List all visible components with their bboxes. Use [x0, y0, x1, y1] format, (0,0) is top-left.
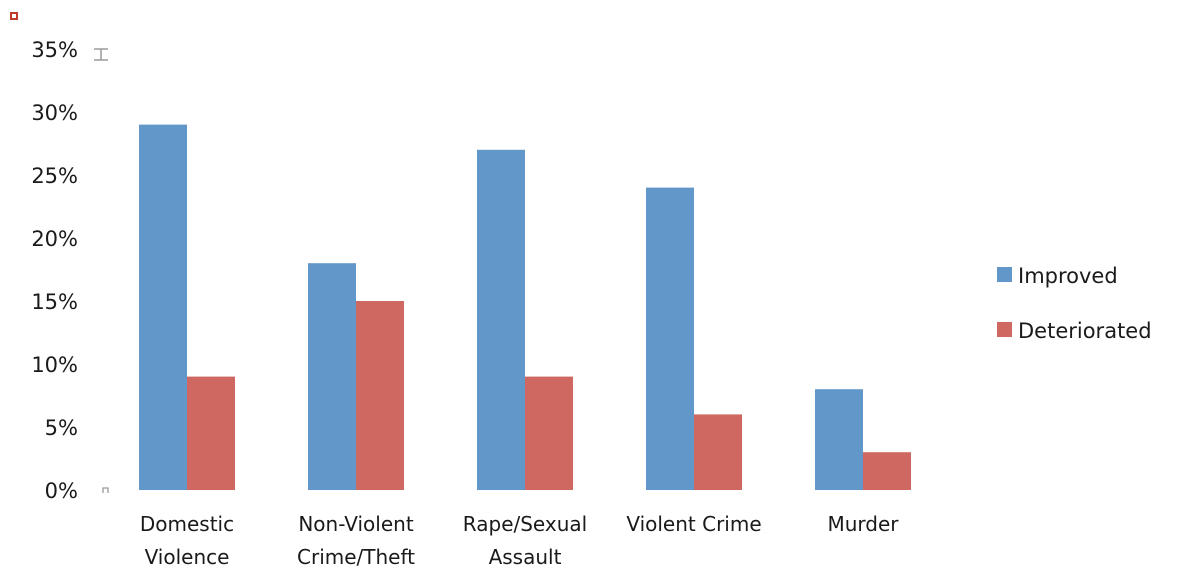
x-category-label: Domestic	[140, 512, 234, 536]
bar-improved	[477, 149, 525, 491]
legend-label-improved: Improved	[1018, 264, 1118, 288]
frame-marker-icon	[10, 12, 18, 20]
bar-improved	[646, 187, 694, 490]
bar-improved	[139, 124, 187, 490]
y-tick-label: 0%	[45, 479, 78, 503]
x-category-label: Violence	[145, 545, 230, 569]
y-tick-label: 5%	[45, 416, 78, 440]
y-tick-label: 35%	[31, 38, 78, 62]
bar-improved	[308, 263, 356, 490]
legend-swatch-improved	[997, 267, 1012, 282]
bar-deteriorated	[356, 301, 404, 490]
x-category-label: Murder	[827, 512, 899, 536]
legend-label-deteriorated: Deteriorated	[1018, 319, 1152, 343]
x-category-label: Assault	[489, 545, 562, 569]
y-tick-label: 25%	[31, 164, 78, 188]
bar-deteriorated	[694, 414, 742, 490]
y-tick-label: 15%	[31, 290, 78, 314]
bar-deteriorated	[187, 376, 235, 490]
x-category-label: Non-Violent	[298, 512, 413, 536]
bars	[139, 124, 911, 491]
y-tick-label: 10%	[31, 353, 78, 377]
resize-handle-icon	[102, 487, 109, 493]
x-axis-category-labels: Domestic Violence Non-Violent Crime/Theft Ra…	[140, 512, 899, 569]
legend: Improved Deteriorated	[997, 264, 1152, 343]
x-category-label: Rape/Sexual	[463, 512, 587, 536]
legend-swatch-deteriorated	[997, 322, 1012, 337]
text-cursor-icon	[94, 48, 108, 61]
x-category-label: Violent Crime	[626, 512, 761, 536]
y-tick-label: 30%	[31, 101, 78, 125]
chart-decorations	[10, 12, 109, 493]
bar-deteriorated	[863, 452, 911, 490]
bar-improved	[815, 389, 863, 490]
y-axis-tick-labels: 0% 5% 10% 15% 20% 25% 30% 35%	[31, 38, 78, 503]
x-category-label: Crime/Theft	[297, 545, 415, 569]
y-tick-label: 20%	[31, 227, 78, 251]
bar-deteriorated	[525, 376, 573, 490]
